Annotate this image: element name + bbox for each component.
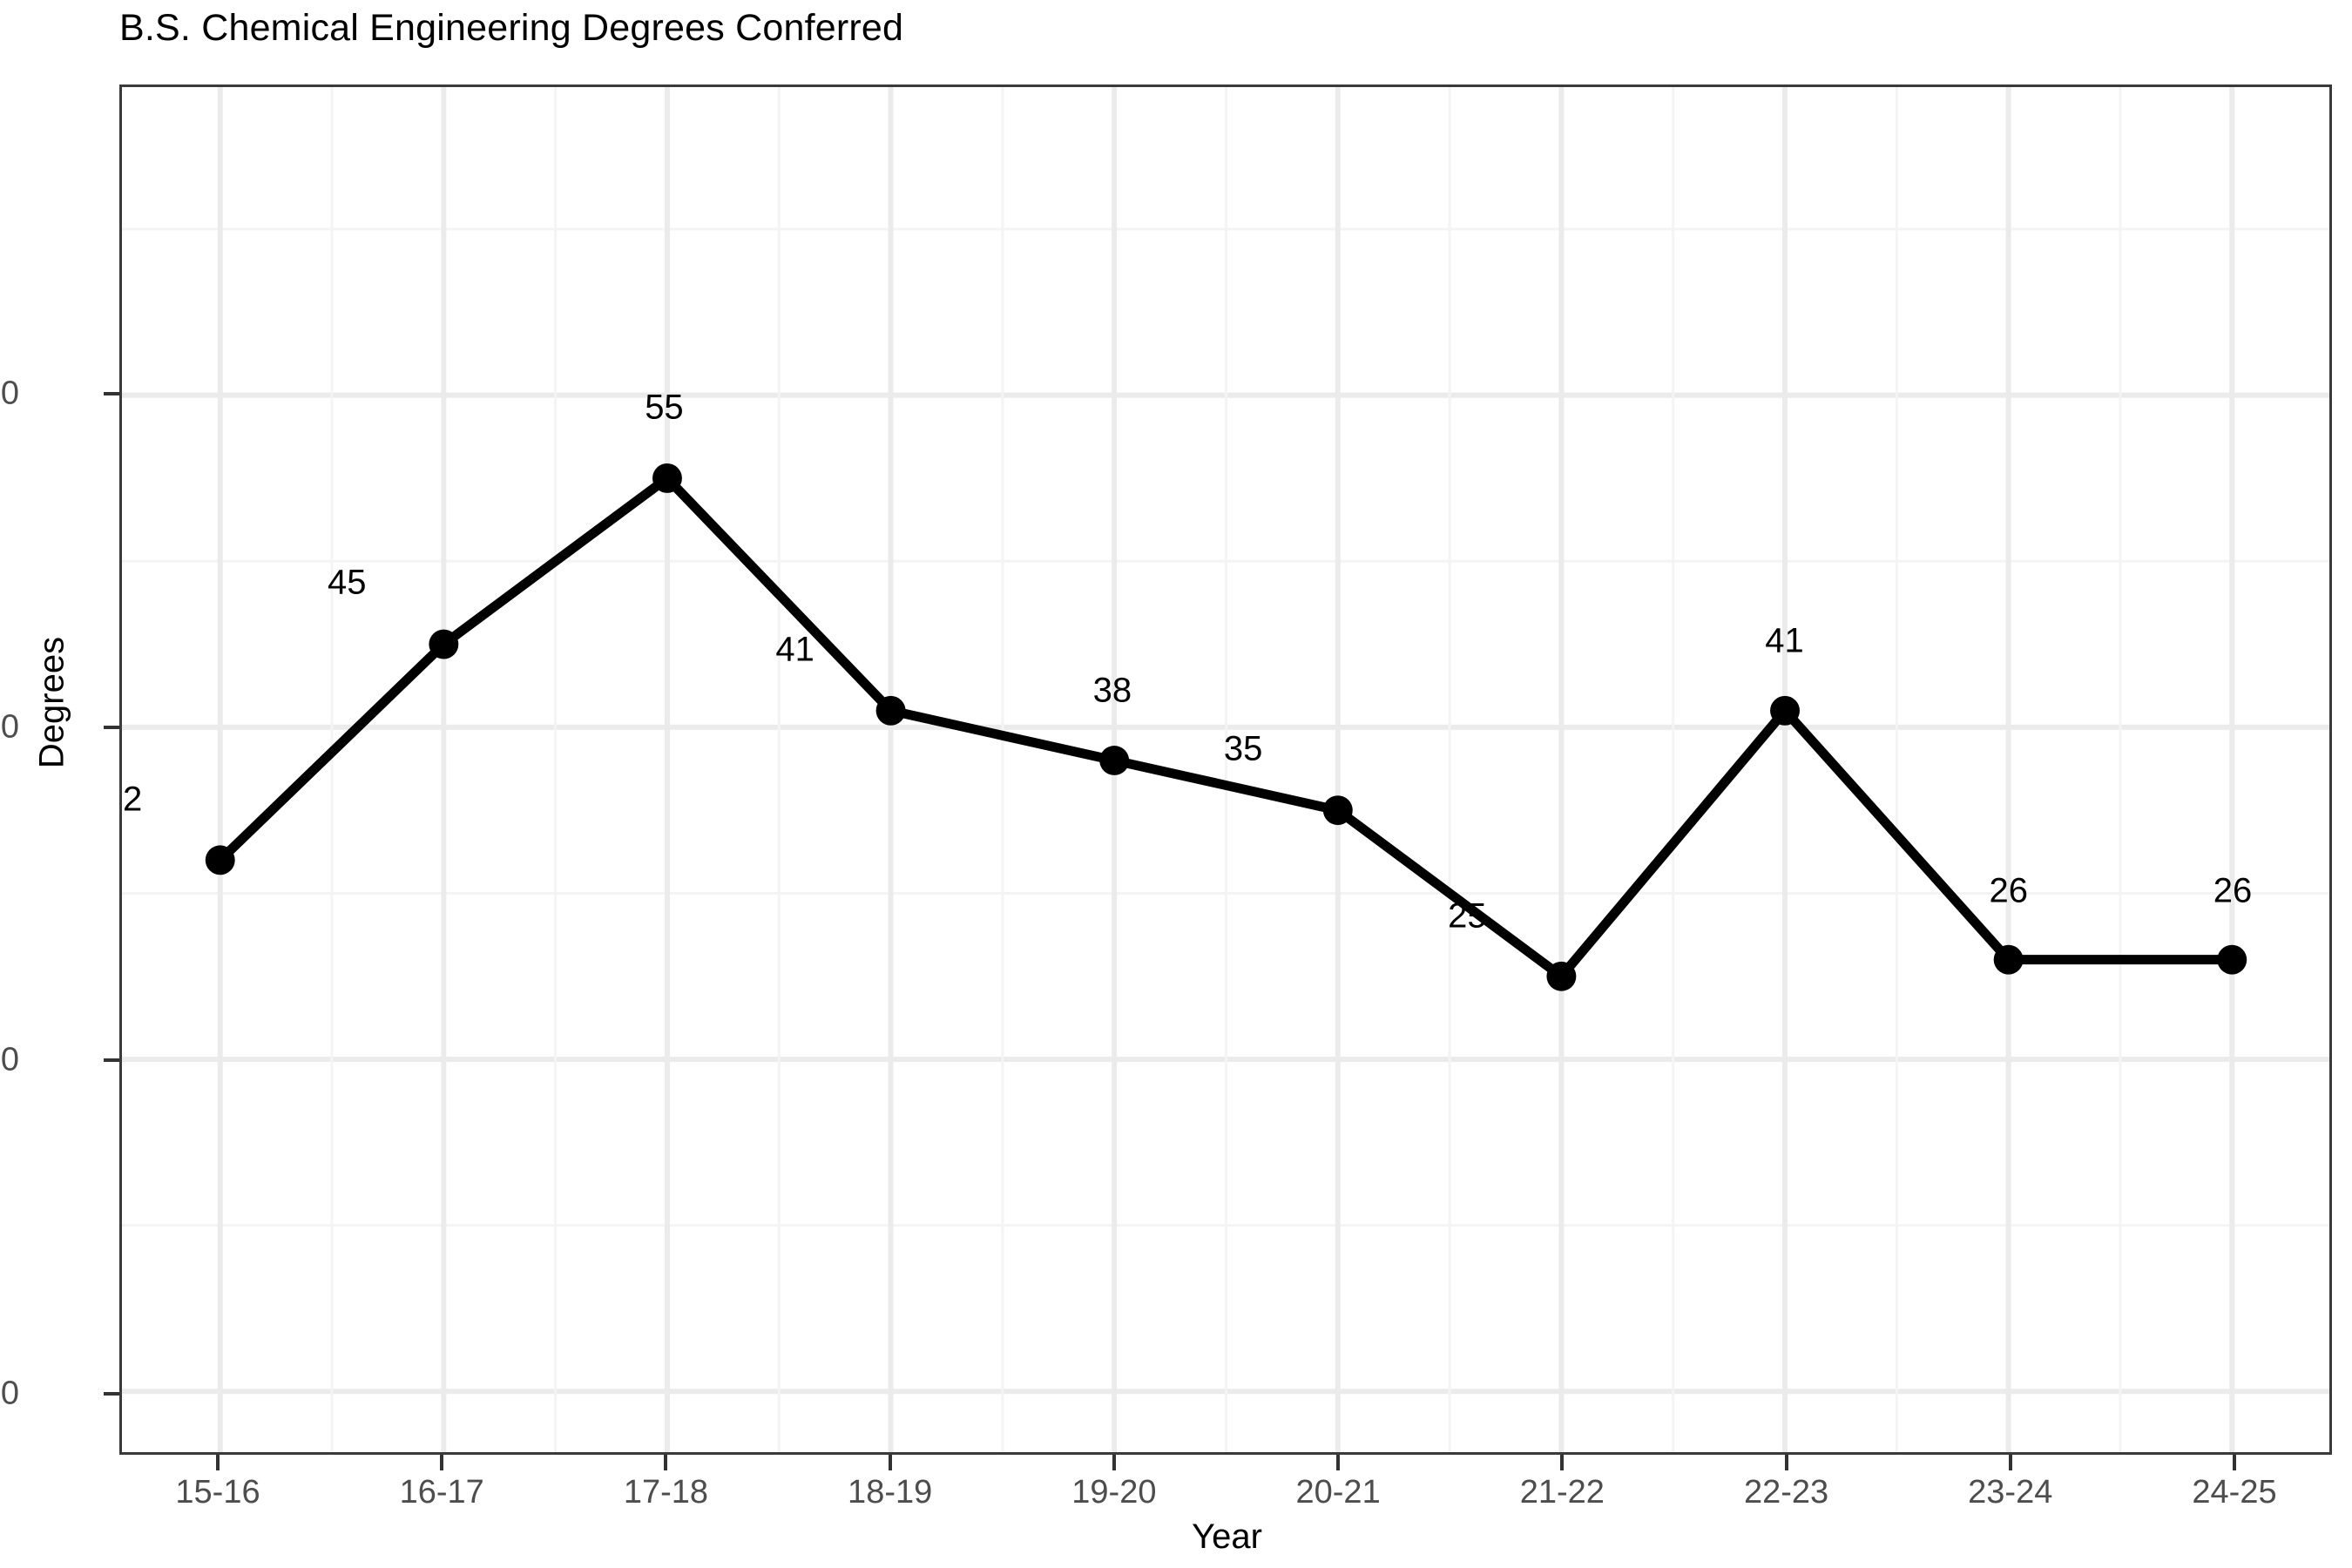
- x-axis-tick-label: 17-18: [623, 1474, 709, 1511]
- y-axis-tick-label: 0: [0, 1375, 19, 1412]
- data-point-label: 45: [327, 563, 367, 602]
- data-point-label: 25: [1448, 896, 1487, 936]
- x-axis-tick-label: 15-16: [175, 1474, 260, 1511]
- gridline-minor-vertical: [1448, 87, 1451, 1452]
- x-axis-tick-label: 16-17: [399, 1474, 484, 1511]
- y-axis-tick-mark: [104, 1058, 119, 1063]
- gridline-minor-vertical: [777, 87, 781, 1452]
- gridline-major-vertical: [2229, 87, 2235, 1452]
- gridline-major-vertical: [1558, 87, 1565, 1452]
- x-axis-tick-label: 20-21: [1295, 1474, 1381, 1511]
- x-axis-tick-label: 21-22: [1519, 1474, 1605, 1511]
- data-point[interactable]: [1322, 795, 1353, 826]
- data-point[interactable]: [429, 629, 459, 659]
- y-axis-tick-mark: [104, 1392, 119, 1396]
- x-axis-tick-mark: [440, 1455, 444, 1470]
- data-point-label: 55: [645, 388, 684, 427]
- gridline-minor-vertical: [1225, 87, 1227, 1452]
- data-point-label: 26: [1989, 871, 2029, 910]
- x-axis-tick-mark: [2233, 1455, 2236, 1470]
- gridline-major-vertical: [664, 87, 670, 1452]
- gridline-minor-vertical: [554, 87, 558, 1452]
- gridline-minor-vertical: [1001, 87, 1004, 1452]
- gridline-major-vertical: [1335, 87, 1341, 1452]
- x-axis-tick-mark: [1336, 1455, 1341, 1470]
- x-axis-tick-label: 19-20: [1071, 1474, 1157, 1511]
- x-axis-tick-label: 18-19: [848, 1474, 933, 1511]
- y-axis-tick-mark: [104, 725, 119, 729]
- x-axis-tick-mark: [2008, 1455, 2012, 1470]
- gridline-minor-vertical: [1672, 87, 1675, 1452]
- gridline-minor-vertical: [2119, 87, 2122, 1452]
- data-point[interactable]: [1546, 961, 1577, 991]
- x-axis-title: Year: [0, 1517, 2352, 1557]
- data-point[interactable]: [1993, 944, 2024, 975]
- x-axis-title-label: Year: [1192, 1517, 1262, 1556]
- data-point[interactable]: [1770, 695, 1800, 726]
- page-title: B.S. Chemical Engineering Degrees Confer…: [119, 7, 904, 49]
- data-point[interactable]: [1099, 746, 1130, 775]
- x-axis-tick-mark: [216, 1455, 220, 1470]
- y-axis-tick-label: 40: [0, 708, 19, 746]
- y-axis-tick-label: 60: [0, 375, 19, 412]
- data-point-label: 32: [122, 780, 143, 819]
- plot-panel: 32 45 55 41 38 35 25 41 26 26: [119, 84, 2332, 1455]
- data-point-label: 38: [1092, 671, 1132, 710]
- gridline-major-vertical: [441, 87, 447, 1452]
- data-point[interactable]: [875, 695, 906, 726]
- y-axis-tick-label: 20: [0, 1041, 19, 1078]
- gridline-major-vertical: [2005, 87, 2011, 1452]
- data-point-label: 41: [1765, 621, 1804, 660]
- x-axis-tick-mark: [1784, 1455, 1788, 1470]
- data-point-label: 26: [2213, 871, 2253, 910]
- gridlines-group: [122, 87, 2329, 1452]
- data-point[interactable]: [205, 845, 235, 875]
- x-axis-tick-mark: [888, 1455, 892, 1470]
- gridline-minor-vertical: [330, 87, 334, 1452]
- gridline-minor-vertical: [1895, 87, 1898, 1452]
- data-point-label: 35: [1223, 729, 1263, 768]
- data-points-group: [205, 463, 2247, 991]
- data-point[interactable]: [652, 463, 682, 493]
- x-axis-tick-label: 22-23: [1743, 1474, 1829, 1511]
- data-point[interactable]: [2217, 944, 2247, 975]
- x-axis-tick-mark: [664, 1455, 668, 1470]
- gridline-major-vertical: [217, 87, 223, 1452]
- y-axis-tick-mark: [104, 392, 119, 395]
- x-axis-tick-label: 23-24: [1968, 1474, 2053, 1511]
- line-series-svg: [122, 87, 2329, 1452]
- data-point-label: 41: [775, 630, 814, 669]
- line-series-path: [215, 473, 2237, 982]
- gridline-major-vertical: [888, 87, 894, 1452]
- x-axis-tick-label: 24-25: [2192, 1474, 2277, 1511]
- x-axis-tick-mark: [1560, 1455, 1565, 1470]
- x-axis-tick-mark: [1112, 1455, 1116, 1470]
- gridline-major-vertical: [1782, 87, 1788, 1452]
- y-axis-title: Degrees: [32, 636, 71, 769]
